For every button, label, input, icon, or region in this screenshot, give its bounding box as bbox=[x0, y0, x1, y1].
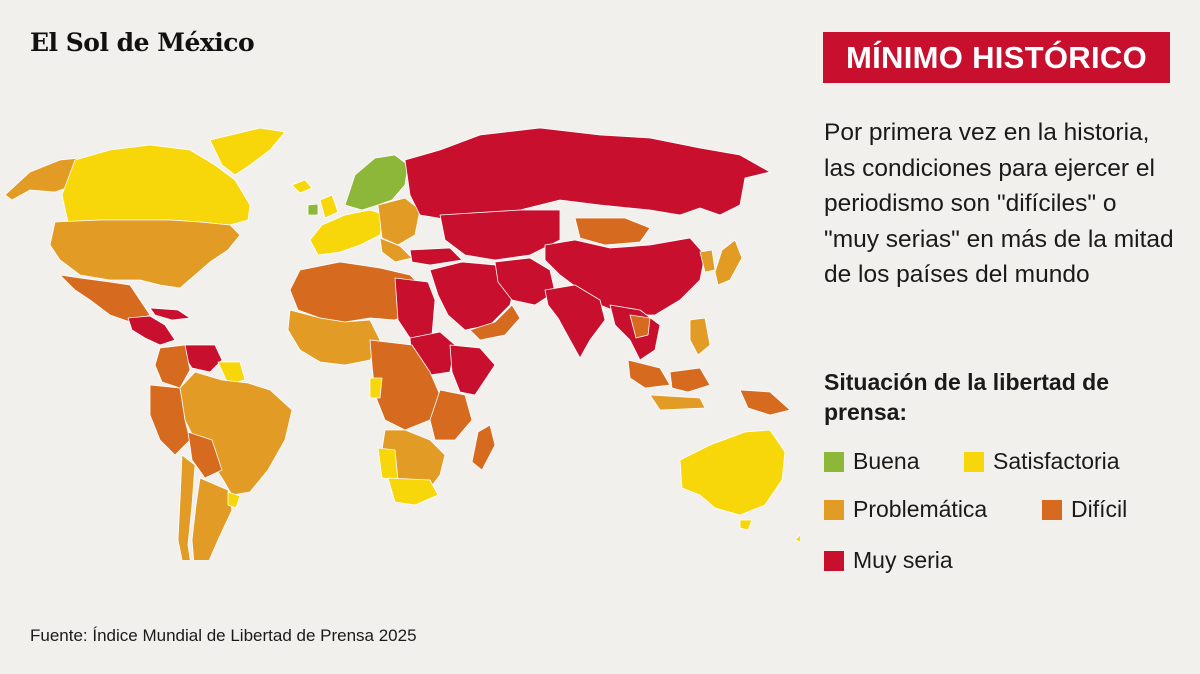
legend-swatch-muy-seria bbox=[824, 550, 844, 571]
region-turkey bbox=[409, 247, 463, 266]
region-ireland bbox=[307, 203, 319, 216]
region-scandinavia bbox=[344, 154, 409, 211]
description-text: Por primera vez en la historia, las cond… bbox=[824, 119, 1174, 288]
world-press-freedom-map bbox=[4, 127, 800, 560]
legend-item-satisfactoria: Satisfactoria bbox=[964, 448, 1120, 475]
legend-label-problematica: Problemática bbox=[853, 496, 988, 522]
headline-badge: MÍNIMO HISTÓRICO bbox=[823, 32, 1170, 83]
region-namibia bbox=[377, 447, 399, 481]
legend-item-dificil: Difícil bbox=[1042, 496, 1127, 523]
region-indonesia-3 bbox=[649, 394, 706, 411]
legend-item-buena: Buena bbox=[824, 448, 920, 475]
region-bolivia bbox=[187, 431, 223, 479]
region-indonesia-1 bbox=[627, 359, 671, 389]
region-middle-east bbox=[429, 261, 516, 331]
region-korea bbox=[699, 249, 716, 273]
region-philippines bbox=[689, 317, 711, 356]
region-egypt-libya bbox=[394, 277, 436, 339]
region-new-zealand bbox=[794, 534, 800, 543]
region-central-asia bbox=[439, 209, 561, 261]
region-madagascar bbox=[471, 424, 496, 471]
region-australia bbox=[679, 429, 786, 516]
region-iceland bbox=[291, 179, 313, 194]
region-mongolia bbox=[574, 217, 651, 246]
legend-swatch-dificil bbox=[1042, 499, 1062, 520]
region-mexico bbox=[59, 274, 151, 323]
region-png bbox=[739, 389, 791, 416]
region-central-america bbox=[127, 315, 176, 346]
region-chile bbox=[177, 454, 196, 560]
region-india bbox=[544, 284, 606, 359]
region-south-africa bbox=[387, 477, 439, 506]
region-iran bbox=[494, 257, 556, 306]
legend-swatch-satisfactoria bbox=[964, 451, 984, 472]
headline-text: MÍNIMO HISTÓRICO bbox=[845, 39, 1147, 75]
region-balkans bbox=[379, 237, 413, 263]
legend-label-dificil: Difícil bbox=[1071, 496, 1128, 522]
region-uruguay bbox=[227, 491, 241, 509]
region-ghana bbox=[369, 377, 383, 399]
legend-label-satisfactoria: Satisfactoria bbox=[993, 448, 1120, 474]
region-w-europe bbox=[309, 209, 386, 256]
brand-logo: El Sol de México bbox=[30, 28, 255, 57]
region-thailand bbox=[629, 314, 651, 339]
legend-title: Situación de la libertad de prensa: bbox=[824, 369, 1110, 425]
legend-swatch-problematica bbox=[824, 499, 844, 520]
region-east-africa bbox=[429, 389, 473, 441]
region-guianas bbox=[217, 361, 246, 385]
region-russia bbox=[404, 127, 771, 221]
region-colombia bbox=[154, 344, 191, 389]
region-cuba bbox=[149, 307, 191, 321]
region-usa bbox=[49, 219, 241, 289]
region-argentina bbox=[191, 477, 233, 560]
region-west-africa bbox=[287, 309, 381, 366]
source-note: Fuente: Índice Mundial de Libertad de Pr… bbox=[30, 626, 417, 645]
region-uk bbox=[319, 194, 339, 219]
region-horn bbox=[449, 344, 496, 396]
legend-item-muy-seria: Muy seria bbox=[824, 547, 953, 574]
region-indonesia-2 bbox=[669, 367, 711, 393]
region-japan bbox=[714, 239, 743, 286]
region-north-africa bbox=[289, 261, 426, 323]
legend-item-problematica: Problemática bbox=[824, 496, 987, 523]
region-tasmania bbox=[739, 519, 753, 531]
region-greenland bbox=[209, 127, 286, 176]
region-yemen-oman bbox=[469, 304, 521, 341]
region-china bbox=[544, 237, 706, 316]
legend-label-buena: Buena bbox=[853, 448, 920, 474]
region-e-europe bbox=[377, 197, 421, 246]
region-brazil bbox=[179, 371, 293, 496]
legend-label-muy-seria: Muy seria bbox=[853, 547, 953, 573]
region-peru bbox=[149, 384, 191, 456]
legend-swatch-buena bbox=[824, 451, 844, 472]
